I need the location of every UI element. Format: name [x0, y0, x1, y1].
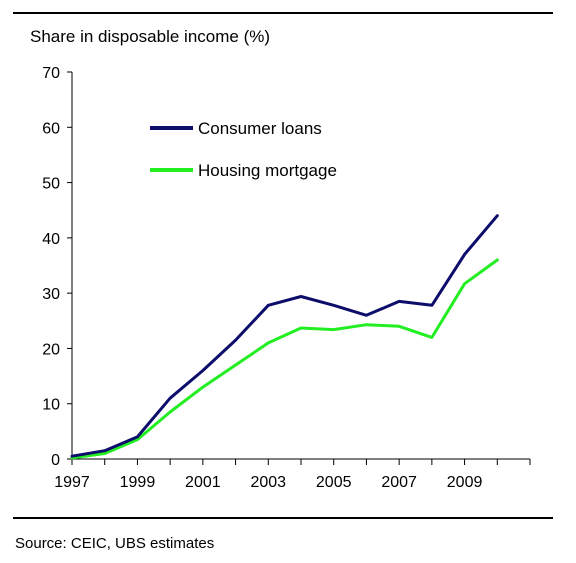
- y-tick-label: 10: [42, 397, 60, 414]
- legend-label-consumer-loans: Consumer loans: [198, 119, 322, 138]
- x-tick-label: 2005: [316, 474, 352, 491]
- source-note: Source: CEIC, UBS estimates: [15, 535, 215, 552]
- bottom-rule: [13, 517, 553, 519]
- y-tick-label: 60: [42, 120, 60, 137]
- x-tick-label: 2009: [447, 474, 483, 491]
- series-line-consumer-loans: [70, 214, 499, 458]
- y-tick-label: 40: [42, 231, 60, 248]
- legend-label-housing-mortgage: Housing mortgage: [198, 161, 337, 180]
- y-tick-label: 30: [42, 286, 60, 303]
- top-rule: [13, 12, 553, 14]
- series-line-housing-mortgage: [70, 258, 499, 460]
- x-tick-label: 2001: [185, 474, 221, 491]
- x-tick-label: 2003: [250, 474, 286, 491]
- x-tick-label: 1999: [120, 474, 156, 491]
- x-tick-label: 2007: [381, 474, 417, 491]
- y-tick-label: 0: [51, 452, 60, 469]
- x-tick-label: 1997: [54, 474, 90, 491]
- chart-title: Share in disposable income (%): [30, 27, 271, 46]
- y-tick-label: 70: [42, 65, 60, 82]
- y-tick-label: 50: [42, 176, 60, 193]
- y-tick-label: 20: [42, 341, 60, 358]
